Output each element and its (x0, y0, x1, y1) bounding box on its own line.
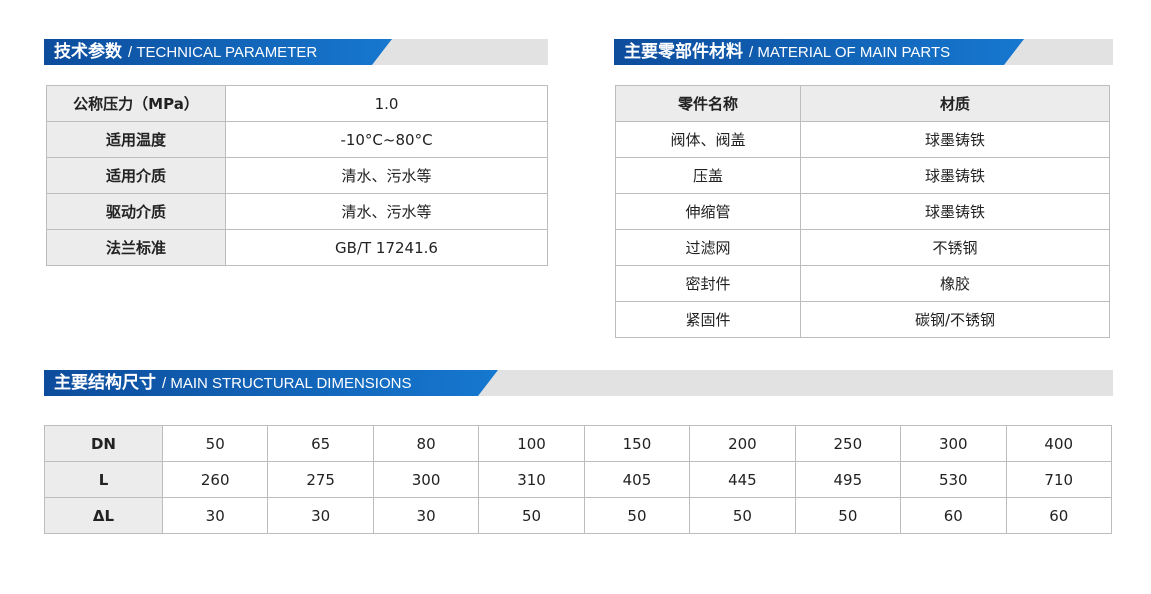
dimension-value: 60 (900, 497, 1007, 534)
dimension-value: 30 (267, 497, 374, 534)
row-label: ΔL (44, 497, 163, 534)
dimensions-table: DN 50 65 80 100 150 200 250 300 400 L 260 275 300 310 4… (44, 425, 1112, 534)
dimension-value: 400 (1005, 425, 1112, 462)
row-label: 驱动介质 (46, 193, 226, 230)
section-title-en: / MAIN STRUCTURAL DIMENSIONS (162, 375, 412, 392)
column-header: 零件名称 (615, 85, 801, 122)
part-name: 压盖 (615, 157, 801, 194)
dimension-value: 200 (689, 425, 796, 462)
table-header-row: 零件名称 材质 (615, 85, 1110, 122)
technical-parameter-header: 技术参数 / TECHNICAL PARAMETER (44, 39, 548, 65)
table-row: DN 50 65 80 100 150 200 250 300 400 (44, 425, 1112, 462)
row-label: 公称压力（MPa） (46, 85, 226, 122)
dimension-value: 405 (583, 461, 691, 498)
section-title-cn: 主要结构尺寸 (54, 373, 156, 393)
row-label: L (44, 461, 163, 498)
dimension-value: 275 (267, 461, 374, 498)
part-name: 紧固件 (615, 301, 801, 338)
table-row: 公称压力（MPa） 1.0 (46, 85, 548, 122)
part-material: 橡胶 (800, 265, 1110, 302)
table-row: 过滤网 不锈钢 (615, 229, 1110, 266)
part-material: 球墨铸铁 (800, 157, 1110, 194)
dimension-value: 80 (372, 425, 480, 462)
technical-parameter-table: 公称压力（MPa） 1.0 适用温度 -10°C~80°C 适用介质 清水、污水等 驱动介质… (46, 85, 548, 266)
dimension-value: 50 (161, 425, 269, 462)
dimension-value: 30 (161, 497, 269, 534)
dimension-value: 50 (794, 497, 902, 534)
section-title-en: / MATERIAL OF MAIN PARTS (749, 44, 951, 61)
column-header: 材质 (800, 85, 1110, 122)
section-title-cn: 技术参数 (54, 42, 122, 62)
row-label: 法兰标准 (46, 229, 226, 266)
dimensions-header: 主要结构尺寸 / MAIN STRUCTURAL DIMENSIONS (44, 370, 1113, 396)
dimension-value: 250 (794, 425, 902, 462)
row-value: -10°C~80°C (225, 121, 548, 158)
materials-table: 零件名称 材质 阀体、阀盖 球墨铸铁 压盖 球墨铸铁 伸缩管 球墨铸铁 过滤网 不锈钢 密封件 橡胶… (615, 85, 1110, 338)
table-row: ΔL 30 30 30 50 50 50 50 60 60 (44, 497, 1112, 534)
dimension-value: 65 (267, 425, 374, 462)
part-name: 密封件 (615, 265, 801, 302)
section-title-en: / TECHNICAL PARAMETER (128, 44, 318, 61)
materials-header: 主要零部件材料 / MATERIAL OF MAIN PARTS (614, 39, 1113, 65)
part-name: 阀体、阀盖 (615, 121, 801, 158)
table-row: 压盖 球墨铸铁 (615, 157, 1110, 194)
dimension-value: 495 (794, 461, 902, 498)
dimension-value: 50 (583, 497, 691, 534)
part-material: 球墨铸铁 (800, 193, 1110, 230)
table-row: 密封件 橡胶 (615, 265, 1110, 302)
table-row: 驱动介质 清水、污水等 (46, 193, 548, 230)
table-row: 适用介质 清水、污水等 (46, 157, 548, 194)
part-material: 不锈钢 (800, 229, 1110, 266)
row-label: 适用介质 (46, 157, 226, 194)
table-row: 伸缩管 球墨铸铁 (615, 193, 1110, 230)
part-name: 过滤网 (615, 229, 801, 266)
table-row: L 260 275 300 310 405 445 495 530 710 (44, 461, 1112, 498)
row-value: 清水、污水等 (225, 193, 548, 230)
dimension-value: 100 (478, 425, 585, 462)
section-title-cn: 主要零部件材料 (624, 42, 743, 62)
row-label: 适用温度 (46, 121, 226, 158)
table-row: 阀体、阀盖 球墨铸铁 (615, 121, 1110, 158)
dimension-value: 300 (372, 461, 480, 498)
dimension-value: 260 (161, 461, 269, 498)
dimension-value: 310 (478, 461, 585, 498)
dimension-value: 50 (689, 497, 796, 534)
dimension-value: 300 (900, 425, 1007, 462)
dimension-value: 710 (1005, 461, 1112, 498)
part-material: 球墨铸铁 (800, 121, 1110, 158)
row-value: GB/T 17241.6 (225, 229, 548, 266)
row-value: 1.0 (225, 85, 548, 122)
dimension-value: 150 (583, 425, 691, 462)
dimension-value: 445 (689, 461, 796, 498)
table-row: 适用温度 -10°C~80°C (46, 121, 548, 158)
dimension-value: 30 (372, 497, 480, 534)
dimension-value: 60 (1005, 497, 1112, 534)
part-material: 碳钢/不锈钢 (800, 301, 1110, 338)
part-name: 伸缩管 (615, 193, 801, 230)
row-label: DN (44, 425, 163, 462)
dimension-value: 50 (478, 497, 585, 534)
table-row: 紧固件 碳钢/不锈钢 (615, 301, 1110, 338)
dimension-value: 530 (900, 461, 1007, 498)
table-row: 法兰标准 GB/T 17241.6 (46, 229, 548, 266)
row-value: 清水、污水等 (225, 157, 548, 194)
